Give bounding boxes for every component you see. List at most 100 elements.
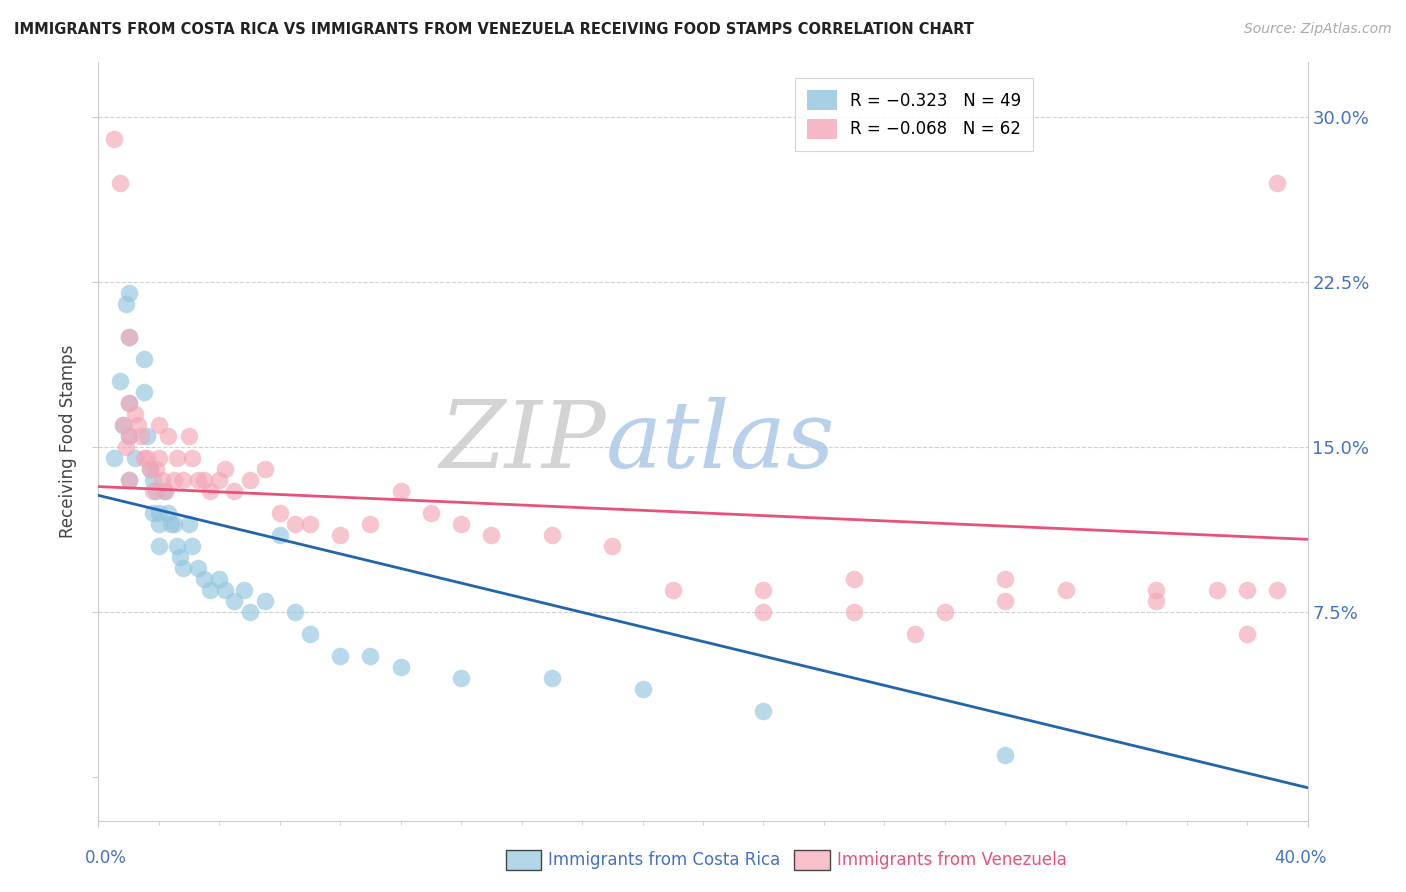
Point	[1054, 582, 1077, 597]
Point	[253, 462, 276, 476]
Point	[181, 539, 204, 553]
Point	[389, 660, 412, 674]
Point	[934, 605, 956, 619]
Point	[118, 429, 141, 443]
Point	[118, 330, 141, 344]
Point	[540, 528, 562, 542]
Point	[1144, 582, 1167, 597]
Text: ZIP: ZIP	[440, 397, 606, 486]
Point	[214, 582, 236, 597]
Point	[752, 582, 775, 597]
Point	[420, 506, 443, 520]
Point	[602, 539, 624, 553]
Point	[139, 462, 162, 476]
Point	[450, 516, 472, 531]
Point	[844, 572, 866, 586]
Point	[329, 528, 352, 542]
Point	[179, 429, 201, 443]
Point	[142, 506, 165, 520]
Point	[208, 473, 231, 487]
Point	[114, 297, 136, 311]
Point	[360, 516, 382, 531]
Point	[200, 483, 222, 498]
Point	[118, 286, 141, 301]
Point	[994, 572, 1017, 586]
Point	[232, 582, 254, 597]
Point	[540, 671, 562, 685]
Point	[1144, 594, 1167, 608]
Point	[1267, 177, 1289, 191]
Point	[127, 418, 149, 433]
Text: Immigrants from Costa Rica: Immigrants from Costa Rica	[548, 851, 780, 869]
Point	[135, 450, 157, 465]
Text: Immigrants from Venezuela: Immigrants from Venezuela	[837, 851, 1066, 869]
Point	[148, 506, 170, 520]
Point	[108, 374, 131, 388]
Point	[129, 429, 152, 443]
Point	[904, 627, 927, 641]
Point	[239, 605, 262, 619]
Point	[284, 516, 307, 531]
Point	[163, 516, 186, 531]
Point	[153, 483, 176, 498]
Point	[124, 450, 146, 465]
Point	[114, 440, 136, 454]
Point	[118, 396, 141, 410]
Point	[145, 483, 167, 498]
Point	[132, 352, 155, 367]
Point	[163, 473, 186, 487]
Point	[450, 671, 472, 685]
Point	[269, 506, 291, 520]
Point	[299, 627, 322, 641]
Point	[179, 516, 201, 531]
Point	[118, 473, 141, 487]
Point	[118, 429, 141, 443]
Point	[148, 418, 170, 433]
Point	[661, 582, 683, 597]
Point	[172, 473, 194, 487]
Point	[160, 516, 183, 531]
Point	[103, 132, 125, 146]
Point	[148, 539, 170, 553]
Point	[1267, 582, 1289, 597]
Point	[150, 473, 173, 487]
Point	[208, 572, 231, 586]
Point	[108, 177, 131, 191]
Point	[193, 572, 215, 586]
Point	[994, 594, 1017, 608]
Point	[1236, 582, 1258, 597]
Point	[631, 681, 654, 696]
Text: 0.0%: 0.0%	[84, 849, 127, 867]
Point	[135, 429, 157, 443]
Point	[148, 450, 170, 465]
Point	[153, 483, 176, 498]
Point	[118, 473, 141, 487]
Point	[103, 450, 125, 465]
Point	[156, 429, 179, 443]
Text: 40.0%: 40.0%	[1274, 849, 1327, 867]
Point	[299, 516, 322, 531]
Point	[181, 450, 204, 465]
Point	[111, 418, 134, 433]
Point	[224, 594, 246, 608]
Point	[752, 704, 775, 718]
Point	[124, 407, 146, 421]
Point	[139, 462, 162, 476]
Point	[239, 473, 262, 487]
Point	[284, 605, 307, 619]
Point	[166, 450, 188, 465]
Point	[360, 648, 382, 663]
Point	[481, 528, 503, 542]
Point	[187, 473, 209, 487]
Point	[118, 330, 141, 344]
Text: IMMIGRANTS FROM COSTA RICA VS IMMIGRANTS FROM VENEZUELA RECEIVING FOOD STAMPS CO: IMMIGRANTS FROM COSTA RICA VS IMMIGRANTS…	[14, 22, 974, 37]
Point	[148, 516, 170, 531]
Point	[200, 582, 222, 597]
Point	[156, 506, 179, 520]
Point	[1236, 627, 1258, 641]
Point	[118, 396, 141, 410]
Point	[844, 605, 866, 619]
Legend: R = −0.323   N = 49, R = −0.068   N = 62: R = −0.323 N = 49, R = −0.068 N = 62	[796, 78, 1033, 151]
Point	[187, 561, 209, 575]
Point	[132, 385, 155, 400]
